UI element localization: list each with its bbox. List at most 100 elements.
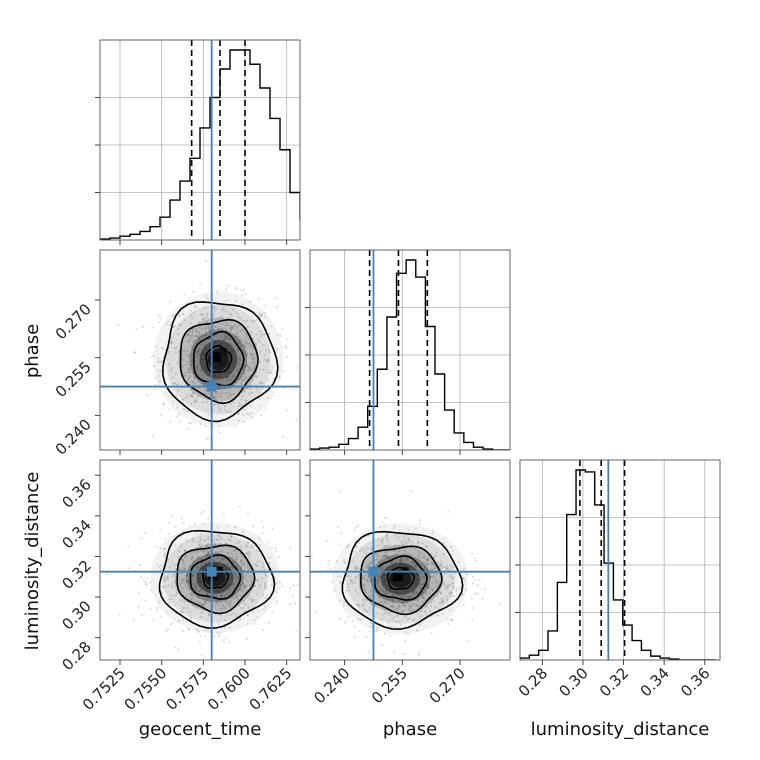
- scatter-point: [194, 339, 197, 343]
- contour-2: [373, 555, 428, 601]
- scatter-point: [188, 610, 191, 614]
- scatter-point: [196, 559, 199, 562]
- scatter-point: [189, 616, 193, 619]
- scatter-point: [168, 521, 171, 524]
- scatter-point: [158, 374, 161, 377]
- scatter-point: [138, 563, 141, 567]
- scatter-point: [355, 526, 358, 529]
- scatter-point: [401, 602, 405, 605]
- scatter-point: [391, 594, 395, 597]
- scatter-point: [380, 617, 383, 621]
- scatter-point: [246, 594, 250, 597]
- scatter-point: [386, 517, 389, 520]
- scatter-point: [275, 306, 279, 309]
- scatter-point: [228, 326, 231, 330]
- scatter-point: [185, 579, 188, 582]
- scatter-point: [398, 620, 401, 623]
- scatter-point: [449, 591, 452, 594]
- scatter-point: [192, 573, 195, 577]
- scatter-point: [399, 562, 403, 565]
- scatter-point: [201, 557, 204, 560]
- scatter-point: [386, 597, 389, 600]
- scatter-point: [358, 573, 361, 577]
- scatter-point: [223, 335, 227, 338]
- scatter-point: [232, 350, 235, 353]
- scatter-point: [470, 597, 473, 600]
- scatter-point: [204, 260, 207, 263]
- scatter-point: [416, 578, 420, 582]
- scatter-point: [224, 321, 227, 324]
- scatter-point: [359, 618, 362, 621]
- scatter-point: [435, 573, 438, 576]
- scatter-point: [222, 309, 225, 312]
- scatter-point: [197, 577, 200, 580]
- scatter-point: [425, 604, 429, 607]
- scatter-point: [252, 545, 256, 548]
- scatter-point: [117, 323, 120, 327]
- scatter-point: [431, 589, 434, 592]
- scatter-point: [200, 367, 203, 370]
- histogram-step-phase: [310, 259, 510, 450]
- scatter-point: [245, 412, 248, 416]
- scatter-point: [248, 342, 251, 345]
- scatter-point: [213, 374, 216, 377]
- scatter-point: [369, 561, 372, 564]
- scatter-point: [345, 589, 348, 593]
- scatter-point: [476, 584, 480, 587]
- scatter-point: [160, 615, 163, 618]
- scatter-point: [213, 550, 216, 553]
- scatter-point: [246, 325, 250, 328]
- scatter-point: [192, 540, 195, 543]
- density-core: [210, 352, 221, 363]
- density-panel-luminosity-distance-vs-phase: [309, 459, 511, 661]
- scatter-point: [248, 597, 251, 600]
- scatter-point: [427, 586, 430, 589]
- scatter-point: [412, 567, 415, 570]
- scatter-point: [182, 568, 186, 571]
- scatter-point: [178, 314, 182, 318]
- scatter-point: [265, 349, 268, 352]
- scatter-point: [376, 594, 380, 597]
- scatter-point: [242, 349, 245, 352]
- scatter-point: [384, 593, 387, 596]
- scatter-point: [411, 560, 414, 563]
- scatter-point: [240, 554, 243, 558]
- scatter-point: [188, 587, 191, 591]
- scatter-point: [277, 333, 280, 337]
- scatter-point: [191, 380, 194, 384]
- scatter-point: [247, 542, 250, 545]
- scatter-point: [347, 615, 350, 618]
- scatter-point: [241, 563, 244, 566]
- scatter-point: [216, 631, 219, 634]
- scatter-point: [418, 586, 421, 589]
- scatter-point: [226, 564, 229, 567]
- scatter-point: [426, 584, 429, 587]
- scatter-point: [221, 339, 224, 342]
- scatter-point: [228, 584, 232, 587]
- scatter-point: [413, 591, 416, 594]
- scatter-point: [236, 542, 239, 545]
- scatter-point: [186, 367, 190, 370]
- scatter-point: [200, 335, 204, 338]
- scatter-point: [243, 365, 246, 368]
- scatter-point: [278, 587, 281, 590]
- scatter-point: [228, 572, 232, 576]
- scatter-point: [221, 338, 224, 342]
- y-tick-label: 0.30: [58, 597, 94, 633]
- scatter-point: [200, 358, 203, 361]
- scatter-point: [229, 557, 232, 560]
- scatter-point: [220, 335, 223, 338]
- scatter-point: [408, 597, 412, 600]
- scatter-point: [262, 333, 265, 336]
- scatter-point: [385, 537, 388, 541]
- scatter-point: [355, 565, 358, 569]
- x-tick-label: 0.34: [637, 664, 673, 700]
- scatter-point: [408, 610, 412, 613]
- scatter-point: [158, 360, 161, 363]
- scatter-point: [201, 335, 204, 338]
- scatter-point: [207, 552, 210, 555]
- scatter-point: [205, 560, 208, 563]
- scatter-point: [207, 542, 210, 545]
- scatter-point: [197, 335, 200, 339]
- scatter-point: [200, 334, 203, 337]
